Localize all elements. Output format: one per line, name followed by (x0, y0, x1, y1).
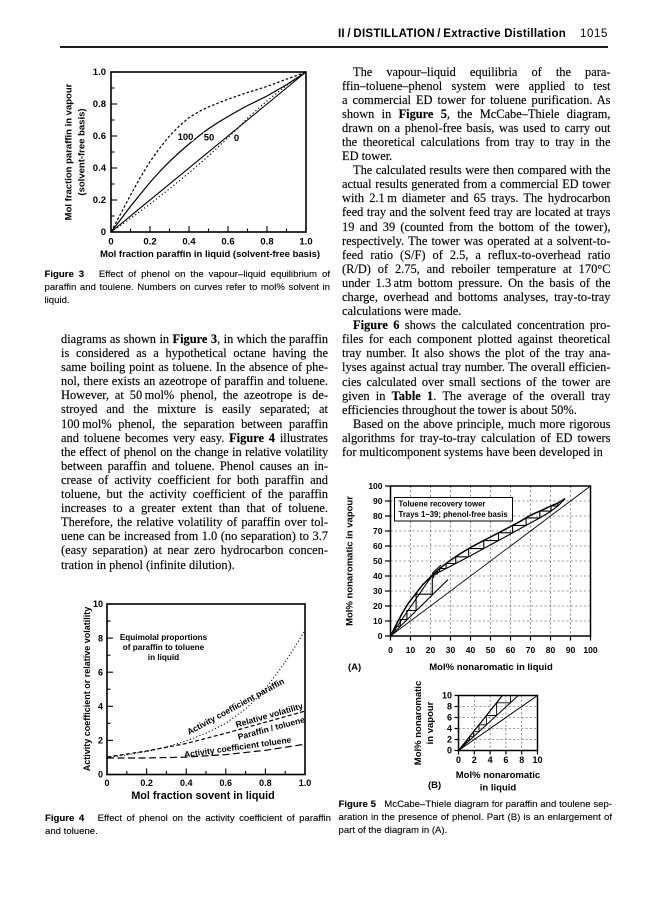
svg-text:1.0: 1.0 (299, 778, 312, 788)
svg-text:0.8: 0.8 (93, 99, 106, 110)
svg-text:Trays 1–39; phenol-free basis: Trays 1–39; phenol-free basis (399, 510, 509, 519)
svg-text:80: 80 (546, 645, 556, 655)
svg-text:20: 20 (373, 601, 383, 611)
svg-text:Toluene recovery tower: Toluene recovery tower (399, 500, 486, 509)
svg-text:4: 4 (447, 724, 452, 734)
svg-text:(B): (B) (428, 780, 441, 791)
svg-text:0.8: 0.8 (260, 237, 273, 248)
svg-text:80: 80 (373, 511, 383, 521)
svg-text:90: 90 (566, 645, 576, 655)
svg-text:10: 10 (406, 645, 416, 655)
svg-text:0: 0 (378, 631, 383, 641)
svg-text:0.6: 0.6 (220, 778, 233, 788)
svg-text:4: 4 (98, 702, 103, 712)
svg-text:40: 40 (466, 645, 476, 655)
svg-text:0.2: 0.2 (93, 195, 106, 206)
svg-text:70: 70 (526, 645, 536, 655)
svg-text:0.2: 0.2 (140, 778, 153, 788)
svg-text:0: 0 (104, 778, 109, 788)
svg-text:0: 0 (447, 746, 452, 756)
svg-text:6: 6 (447, 713, 452, 723)
svg-text:50: 50 (486, 645, 496, 655)
svg-text:1.0: 1.0 (299, 237, 312, 248)
svg-text:0.6: 0.6 (221, 237, 234, 248)
svg-text:Mol% nonaromatic: Mol% nonaromatic (413, 681, 424, 765)
svg-text:30: 30 (446, 645, 456, 655)
svg-text:0.8: 0.8 (259, 778, 272, 788)
svg-text:Mol% nonaromatic in liquid: Mol% nonaromatic in liquid (429, 662, 553, 673)
svg-text:0.2: 0.2 (143, 237, 156, 248)
svg-text:40: 40 (373, 571, 383, 581)
svg-text:50: 50 (373, 556, 383, 566)
svg-text:10: 10 (442, 691, 452, 701)
svg-text:100: 100 (178, 132, 194, 143)
svg-text:Activity coefficient or relati: Activity coefficient or relative volatil… (82, 607, 92, 772)
svg-text:Mol fraction paraffin in vapou: Mol fraction paraffin in vapour (64, 83, 75, 220)
svg-text:20: 20 (426, 645, 436, 655)
svg-text:in vapour: in vapour (425, 701, 436, 744)
svg-text:Mol fraction sovent in liquid: Mol fraction sovent in liquid (131, 790, 274, 802)
svg-text:0.4: 0.4 (180, 778, 193, 788)
svg-text:90: 90 (373, 496, 383, 506)
svg-text:of paraffin to toluene: of paraffin to toluene (123, 643, 205, 652)
svg-text:60: 60 (506, 645, 516, 655)
svg-text:0.4: 0.4 (182, 237, 196, 248)
svg-text:10: 10 (532, 755, 542, 765)
svg-text:10: 10 (373, 616, 383, 626)
svg-text:50: 50 (204, 133, 215, 144)
svg-text:Mol fraction paraffin in liqui: Mol fraction paraffin in liquid (solvent… (100, 249, 320, 260)
svg-text:2: 2 (447, 735, 452, 745)
svg-text:0: 0 (101, 227, 106, 238)
svg-text:Mol% nonaromatic: Mol% nonaromatic (456, 770, 540, 781)
svg-text:in liquid: in liquid (480, 783, 517, 794)
svg-text:2: 2 (98, 736, 103, 746)
svg-text:70: 70 (373, 526, 383, 536)
svg-text:60: 60 (373, 541, 383, 551)
svg-text:2: 2 (472, 755, 477, 765)
svg-text:100: 100 (368, 481, 382, 491)
svg-text:8: 8 (519, 755, 524, 765)
svg-text:Equimolal proportions: Equimolal proportions (120, 633, 208, 642)
svg-text:0.6: 0.6 (93, 131, 106, 142)
svg-text:0: 0 (234, 133, 239, 144)
svg-text:(solvent-free basis): (solvent-free basis) (77, 108, 88, 195)
svg-text:0: 0 (108, 237, 113, 248)
svg-text:8: 8 (447, 702, 452, 712)
svg-text:0: 0 (456, 755, 461, 765)
svg-text:in liquid: in liquid (148, 653, 179, 662)
svg-text:6: 6 (503, 755, 508, 765)
svg-text:0.4: 0.4 (93, 163, 107, 174)
svg-text:1.0: 1.0 (93, 67, 106, 78)
svg-text:10: 10 (93, 599, 103, 609)
svg-text:0: 0 (388, 645, 393, 655)
svg-text:0: 0 (98, 770, 103, 780)
svg-text:6: 6 (98, 667, 103, 677)
svg-text:Mol% nonaromatic in vapour: Mol% nonaromatic in vapour (345, 496, 356, 626)
svg-text:30: 30 (373, 586, 383, 596)
svg-text:4: 4 (488, 755, 493, 765)
svg-text:(A): (A) (348, 662, 361, 673)
svg-text:8: 8 (98, 633, 103, 643)
svg-text:100: 100 (583, 645, 597, 655)
